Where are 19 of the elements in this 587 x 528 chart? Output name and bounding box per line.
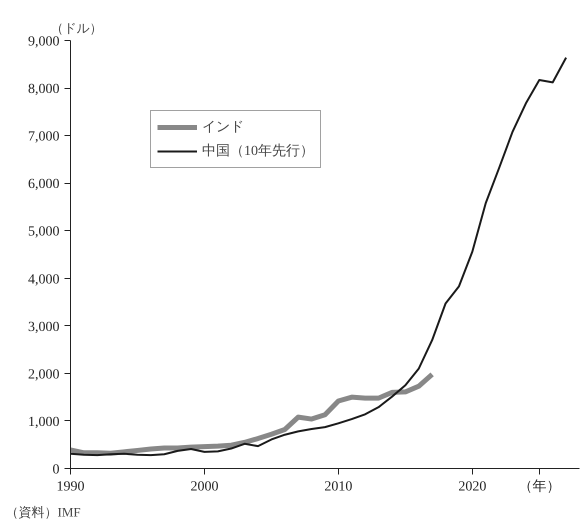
x-tick-label: 2020 [458, 480, 486, 494]
x-tick-label: 2010 [324, 480, 352, 494]
y-tick-label: 3,000 [28, 320, 60, 335]
y-axis-title: （ドル） [50, 20, 102, 36]
y-tick-label: 4,000 [28, 272, 60, 288]
y-tick-label: 1,000 [28, 414, 60, 430]
x-tick-label: 1990 [56, 480, 84, 494]
y-tick-label: 8,000 [28, 82, 60, 98]
y-tick-label: 2,000 [28, 367, 60, 382]
y-tick-label: 9,000 [28, 34, 60, 50]
x-tick-label: 2000 [190, 480, 218, 494]
legend-label: インド [202, 119, 244, 136]
y-tick-label: 0 [52, 462, 60, 478]
y-tick-label: 6,000 [28, 177, 60, 192]
x-tick-label: （年） [518, 478, 560, 494]
legend-label: 中国（10年先行） [202, 142, 314, 160]
y-tick-label: 7,000 [28, 130, 60, 145]
y-tick-label: 5,000 [28, 224, 60, 240]
text: （資料）IMF [6, 504, 81, 520]
